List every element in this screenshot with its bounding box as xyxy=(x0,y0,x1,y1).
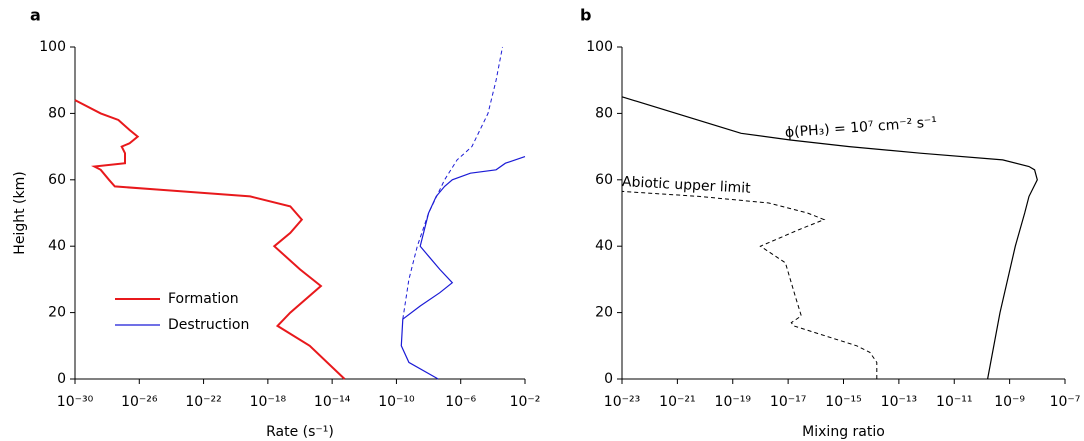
x-tick-label: 10⁻¹⁰ xyxy=(378,394,415,410)
y-tick-label: 0 xyxy=(57,371,66,387)
x-tick-label: 10⁻⁷ xyxy=(1050,394,1081,410)
y-tick-label: 60 xyxy=(595,172,613,188)
x-tick-label: 10⁻²³ xyxy=(604,394,640,410)
x-tick-label: 10⁻²² xyxy=(185,394,221,410)
y-axis-label: Height (km) xyxy=(12,171,28,254)
y-tick-label: 100 xyxy=(586,39,613,55)
y-tick-label: 20 xyxy=(48,305,66,321)
y-tick-label: 40 xyxy=(595,238,613,254)
x-tick-label: 10⁻¹⁵ xyxy=(825,394,861,410)
x-tick-label: 10⁻¹³ xyxy=(881,394,917,410)
x-axis-label: Rate (s⁻¹) xyxy=(266,424,334,440)
series-line xyxy=(400,156,526,380)
x-tick-label: 10⁻³⁰ xyxy=(57,394,94,410)
series-line xyxy=(402,46,503,320)
x-tick-label: 10⁻⁹ xyxy=(994,394,1025,410)
x-tick-label: 10⁻¹⁸ xyxy=(250,394,287,410)
annotation: ϕ(PH₃) = 10⁷ cm⁻² s⁻¹ xyxy=(784,114,937,141)
x-axis-label: Mixing ratio xyxy=(802,424,885,440)
x-tick-label: 10⁻²⁶ xyxy=(121,394,158,410)
annotation: Abiotic upper limit xyxy=(622,174,752,197)
y-tick-label: 0 xyxy=(604,371,613,387)
x-tick-label: 10⁻¹¹ xyxy=(936,394,972,410)
series-line xyxy=(621,96,1038,380)
y-tick-label: 80 xyxy=(595,105,613,121)
panel-label: a xyxy=(30,6,41,25)
panel-label: b xyxy=(580,6,591,25)
x-tick-label: 10⁻² xyxy=(510,394,541,410)
x-tick-label: 10⁻¹⁹ xyxy=(715,394,752,410)
legend-label: Formation xyxy=(168,291,239,307)
y-tick-label: 20 xyxy=(595,305,613,321)
x-tick-label: 10⁻²¹ xyxy=(659,394,695,410)
y-tick-label: 60 xyxy=(48,172,66,188)
x-tick-label: 10⁻¹⁴ xyxy=(314,394,351,410)
y-tick-label: 80 xyxy=(48,105,66,121)
x-tick-label: 10⁻⁶ xyxy=(445,394,476,410)
series-line xyxy=(74,99,346,380)
series-line xyxy=(621,190,878,379)
x-tick-label: 10⁻¹⁷ xyxy=(770,394,806,410)
legend-label: Destruction xyxy=(168,317,249,333)
y-tick-label: 100 xyxy=(39,39,66,55)
y-tick-label: 40 xyxy=(48,238,66,254)
